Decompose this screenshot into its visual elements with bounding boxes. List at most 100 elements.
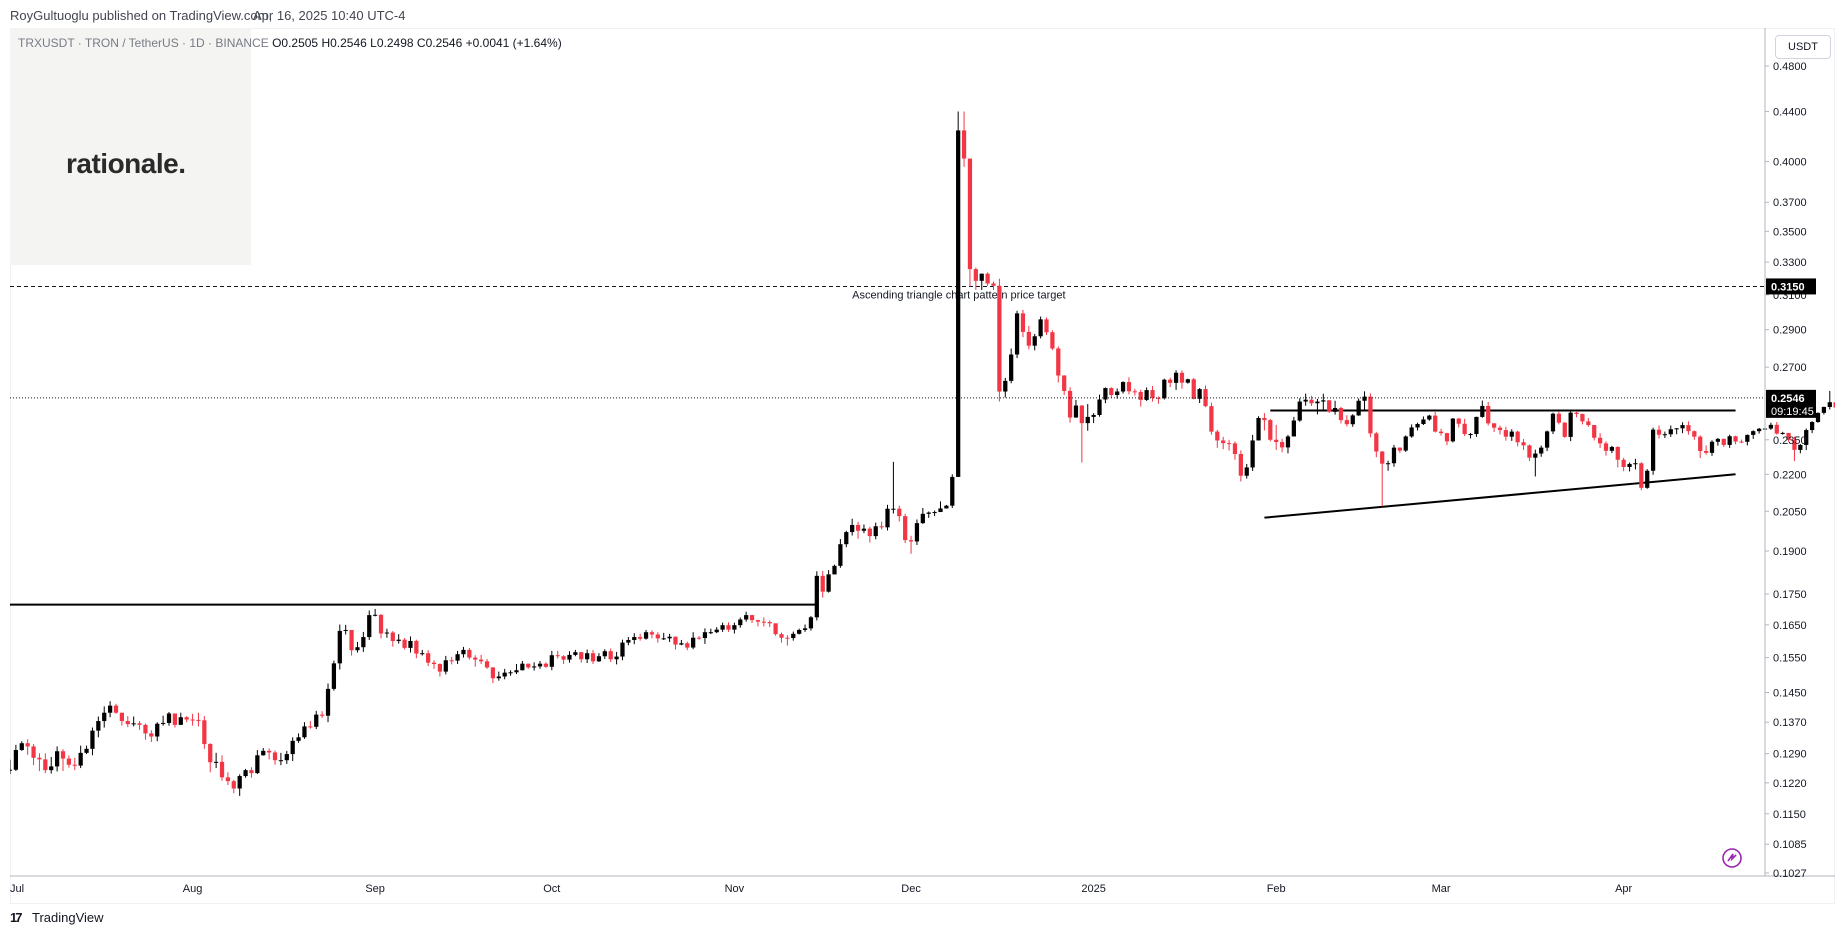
candle-body	[832, 565, 837, 575]
candle	[1680, 422, 1685, 434]
candle	[1533, 449, 1538, 477]
candle-body	[49, 766, 54, 771]
candle-body	[1586, 421, 1591, 426]
candle-body	[1374, 433, 1379, 452]
candle	[196, 712, 201, 727]
candle-body	[1020, 313, 1026, 332]
candle	[1044, 317, 1049, 335]
candle	[973, 267, 978, 290]
candle	[1073, 399, 1079, 418]
candle-body	[278, 760, 284, 762]
candle	[443, 655, 448, 675]
candle	[879, 521, 884, 530]
tv-logo-icon[interactable]	[1722, 848, 1742, 868]
candle	[1421, 416, 1426, 426]
legend-low: L0.2498	[370, 36, 414, 50]
candle	[979, 273, 984, 290]
legend-symbol[interactable]: TRXUSDT · TRON / TetherUS · 1D · BINANCE	[18, 36, 269, 50]
candle-body	[1244, 467, 1249, 476]
candle-body	[1073, 405, 1079, 418]
price-label-box	[1766, 278, 1816, 295]
candle	[1792, 436, 1797, 462]
candle	[473, 655, 478, 667]
candle	[667, 633, 672, 642]
price-axis[interactable]: 0.4800 0.4400 0.4000 0.3700 0.3500 0.3300 0.31…	[1765, 61, 1807, 880]
candle	[1739, 439, 1744, 444]
candle-body	[161, 722, 166, 724]
candlestick-chart[interactable]: Ascending triangle chart pattern price t…	[10, 28, 1835, 904]
candle-body	[190, 719, 195, 721]
candle-body	[384, 632, 390, 634]
candle	[691, 632, 696, 650]
candle	[455, 650, 460, 665]
candle	[49, 756, 54, 774]
candle	[1232, 441, 1238, 460]
legend-close: C0.2546	[416, 36, 463, 50]
chart-legend[interactable]: TRXUSDT · TRON / TetherUS · 1D · BINANCE…	[18, 36, 562, 50]
candle	[1327, 399, 1332, 413]
candle-body	[90, 730, 95, 749]
time-axis[interactable]: Jul Aug Sep Oct Nov Dec 2025 Feb Mar Apr	[10, 883, 1633, 895]
candle-body	[938, 508, 943, 513]
candle	[1568, 411, 1573, 442]
candle-body	[973, 269, 978, 281]
candle	[944, 504, 949, 509]
candle	[985, 272, 990, 286]
candle-body	[1603, 443, 1609, 451]
candle	[532, 662, 537, 671]
candles	[10, 111, 1835, 796]
candle	[1344, 415, 1349, 427]
candle-body	[508, 672, 513, 674]
candle	[225, 772, 231, 786]
candle	[1309, 395, 1314, 406]
candle-body	[1009, 354, 1014, 381]
candle-body	[1562, 422, 1567, 437]
candle	[1091, 413, 1096, 424]
candle-body	[390, 632, 395, 641]
candle-body	[1338, 408, 1344, 421]
candle-body	[985, 273, 990, 284]
candle	[1809, 421, 1815, 434]
candle-body	[814, 575, 819, 618]
candle	[172, 713, 178, 728]
candle-body	[897, 508, 902, 517]
candle	[643, 629, 649, 640]
candle-body	[1427, 415, 1432, 420]
time-tick-label: 2025	[1081, 883, 1105, 895]
candle	[761, 617, 766, 627]
candle-body	[1391, 447, 1397, 464]
candle-body	[1809, 422, 1815, 431]
candle	[1038, 316, 1043, 339]
candle	[13, 744, 19, 771]
candle-body	[1115, 391, 1120, 395]
publisher-name[interactable]: RoyGultuoglu published on TradingView.co…	[10, 8, 273, 23]
chart-pane[interactable]: Ascending triangle chart pattern price t…	[10, 28, 1835, 904]
time-tick-label: Oct	[543, 883, 560, 895]
candle-body	[119, 712, 125, 722]
candle-body	[561, 656, 566, 660]
candle	[272, 750, 278, 765]
candle-body	[13, 750, 19, 770]
candle-body	[78, 752, 83, 766]
candle	[1544, 430, 1550, 452]
candle-body	[1291, 420, 1296, 437]
candle-body	[590, 653, 596, 662]
price-tick-label: 0.1370	[1773, 717, 1807, 729]
price-tick-label: 0.1550	[1773, 653, 1807, 665]
candle-body	[414, 640, 419, 654]
candle	[1079, 405, 1084, 463]
candle	[1368, 393, 1373, 438]
candle	[373, 608, 378, 617]
candle	[1698, 435, 1703, 459]
candle-body	[1733, 436, 1738, 442]
candle	[1497, 425, 1503, 435]
candle	[1503, 426, 1508, 441]
candle	[708, 628, 713, 635]
candle-body	[1462, 423, 1467, 435]
candle-body	[1480, 405, 1485, 417]
price-tick-label: 0.2700	[1773, 362, 1807, 374]
candle	[1409, 424, 1414, 438]
candle	[1315, 398, 1320, 415]
currency-button[interactable]: USDT	[1775, 35, 1831, 59]
candle-body	[702, 632, 708, 639]
